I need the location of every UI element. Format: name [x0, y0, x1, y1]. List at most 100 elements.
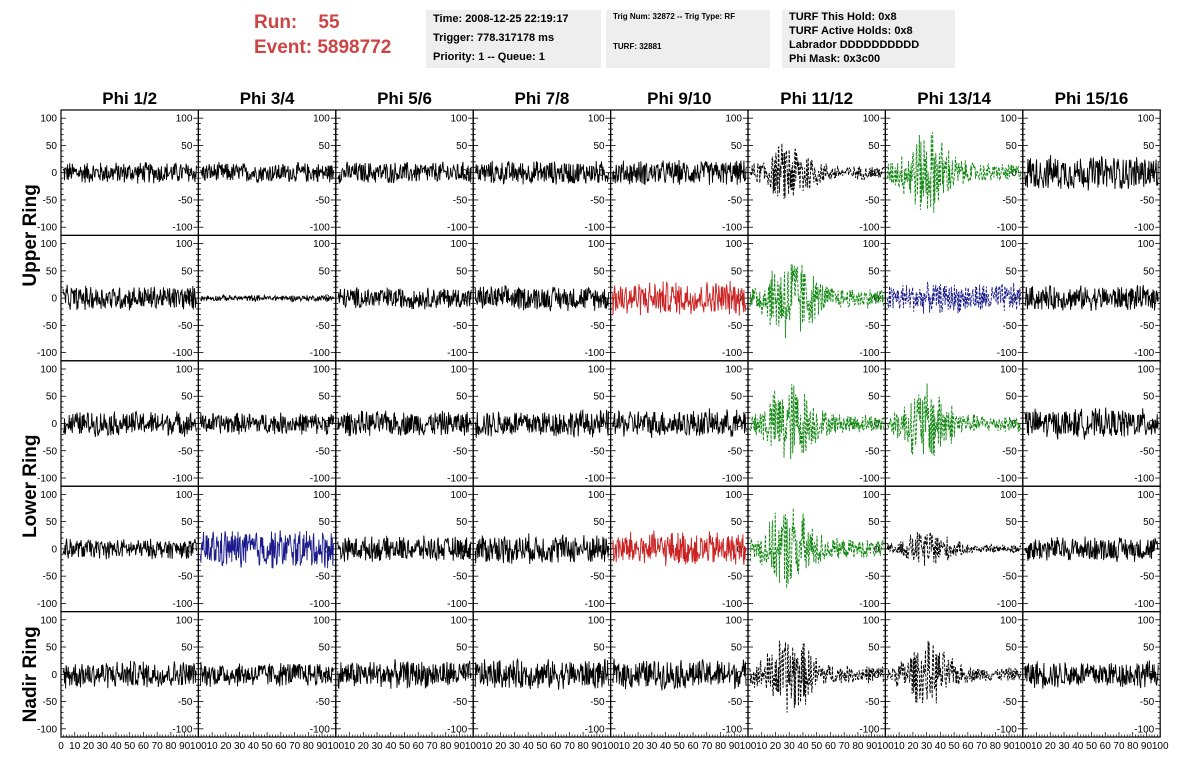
xtick-label: 20	[770, 741, 782, 752]
ytick-right-label: -50	[315, 697, 330, 708]
waveform-r4-c5	[612, 530, 747, 567]
ytick-right-label: -50	[453, 195, 468, 206]
ytick-right-label: 50	[593, 517, 605, 528]
ytick-right-label: -50	[865, 195, 880, 206]
ytick-right-label: 100	[313, 239, 330, 250]
ytick-left-label: 50	[46, 266, 58, 277]
ytick-right-label: 100	[863, 615, 880, 626]
ytick-right-label: 50	[1143, 392, 1155, 403]
ytick-right-label: -50	[1140, 321, 1155, 332]
ytick-right-label: -50	[728, 572, 743, 583]
waveform-r2-c4	[474, 285, 610, 312]
xtick-label: 10	[894, 741, 906, 752]
ytick-right-label: 0	[462, 168, 468, 179]
ytick-right-label: -100	[172, 599, 192, 610]
waveform-r2-c5	[612, 280, 747, 316]
ytick-right-label: -50	[178, 572, 193, 583]
waveform-r3-c5	[612, 408, 747, 438]
ytick-right-label: 0	[874, 168, 880, 179]
waveform-r1-c2	[200, 161, 335, 184]
ytick-right-label: -50	[1002, 572, 1017, 583]
xtick-label: 50	[399, 741, 411, 752]
ytick-right-label: -100	[997, 348, 1017, 359]
ytick-right-label: -100	[310, 724, 330, 735]
waveform-r2-c3	[337, 287, 472, 310]
xtick-label: 100	[1014, 741, 1031, 752]
ytick-right-label: 0	[736, 294, 742, 305]
waveform-r4-c8	[1024, 536, 1159, 563]
ytick-right-label: 100	[176, 114, 193, 125]
waveform-r3-c3	[337, 410, 472, 437]
ytick-right-label: 50	[868, 643, 880, 654]
ytick-right-label: -50	[728, 697, 743, 708]
ytick-left-label: 100	[40, 615, 57, 626]
xtick-label: 10	[344, 741, 356, 752]
xtick-label: 90	[454, 741, 466, 752]
xtick-label: 90	[1141, 741, 1153, 752]
xtick-label: 70	[426, 741, 438, 752]
xtick-label: 70	[564, 741, 576, 752]
ytick-right-label: 50	[319, 517, 331, 528]
event-value: 5898772	[317, 37, 392, 58]
ytick-right-label: 50	[731, 517, 743, 528]
column-header-7: Phi 13/14	[917, 89, 991, 108]
turf-active-holds-text: TURF Active Holds: 0x8	[789, 25, 913, 37]
ytick-right-label: -100	[859, 348, 879, 359]
ytick-right-label: 50	[181, 266, 193, 277]
ytick-right-label: -100	[997, 599, 1017, 610]
waveform-r4-c2	[199, 530, 335, 569]
ytick-right-label: -100	[722, 474, 742, 485]
column-header-6: Phi 11/12	[780, 89, 853, 108]
ytick-right-label: -100	[172, 348, 192, 359]
ytick-right-label: -50	[865, 446, 880, 457]
waveform-r3-c2	[199, 412, 335, 435]
ytick-right-label: -50	[453, 321, 468, 332]
xtick-label: 100	[327, 741, 344, 752]
waveform-r4-c3	[337, 535, 472, 562]
ytick-right-label: 100	[1000, 239, 1017, 250]
xtick-label: 80	[715, 741, 727, 752]
waveform-r4-c7	[886, 532, 1022, 566]
xtick-label: 70	[289, 741, 301, 752]
ytick-right-label: -100	[722, 724, 742, 735]
ytick-right-label: 50	[731, 141, 743, 152]
turf-text: TURF: 32881	[613, 42, 662, 51]
ytick-right-label: 100	[1138, 490, 1155, 501]
ytick-right-label: 100	[588, 239, 605, 250]
xtick-label: 30	[784, 741, 796, 752]
xtick-label: 40	[248, 741, 260, 752]
ytick-right-label: 50	[1006, 392, 1018, 403]
ytick-right-label: -100	[585, 223, 605, 234]
ytick-right-label: 50	[456, 643, 468, 654]
ytick-right-label: 0	[1011, 168, 1017, 179]
ytick-right-label: -50	[178, 697, 193, 708]
ytick-right-label: 100	[588, 615, 605, 626]
xtick-label: 60	[687, 741, 699, 752]
xtick-label: 10	[1031, 741, 1043, 752]
ytick-left-label: -100	[37, 474, 57, 485]
ytick-right-label: -100	[447, 223, 467, 234]
ytick-right-label: 0	[1011, 419, 1017, 430]
xtick-label: 30	[646, 741, 658, 752]
ytick-right-label: 100	[863, 364, 880, 375]
ytick-right-label: 100	[451, 239, 468, 250]
xtick-label: 70	[701, 741, 713, 752]
ytick-right-label: -50	[590, 195, 605, 206]
ytick-right-label: 50	[1143, 517, 1155, 528]
xtick-label: 30	[234, 741, 246, 752]
xtick-label: 20	[907, 741, 919, 752]
ytick-right-label: 100	[725, 615, 742, 626]
xtick-label: 50	[949, 741, 961, 752]
ring-label-3: Nadir Ring	[20, 626, 41, 722]
ytick-right-label: -50	[178, 446, 193, 457]
panel-frame-r5-c6	[747, 610, 886, 738]
ytick-right-label: 100	[1138, 364, 1155, 375]
ytick-right-label: -50	[1140, 446, 1155, 457]
waveform-r2-c1	[62, 284, 197, 311]
priority-text: Priority: 1 -- Queue: 1	[433, 51, 545, 63]
ytick-right-label: -100	[997, 724, 1017, 735]
ytick-right-label: 100	[451, 615, 468, 626]
ytick-right-label: -100	[310, 474, 330, 485]
waveform-r2-c8	[1024, 284, 1159, 312]
ytick-right-label: 100	[1000, 490, 1017, 501]
